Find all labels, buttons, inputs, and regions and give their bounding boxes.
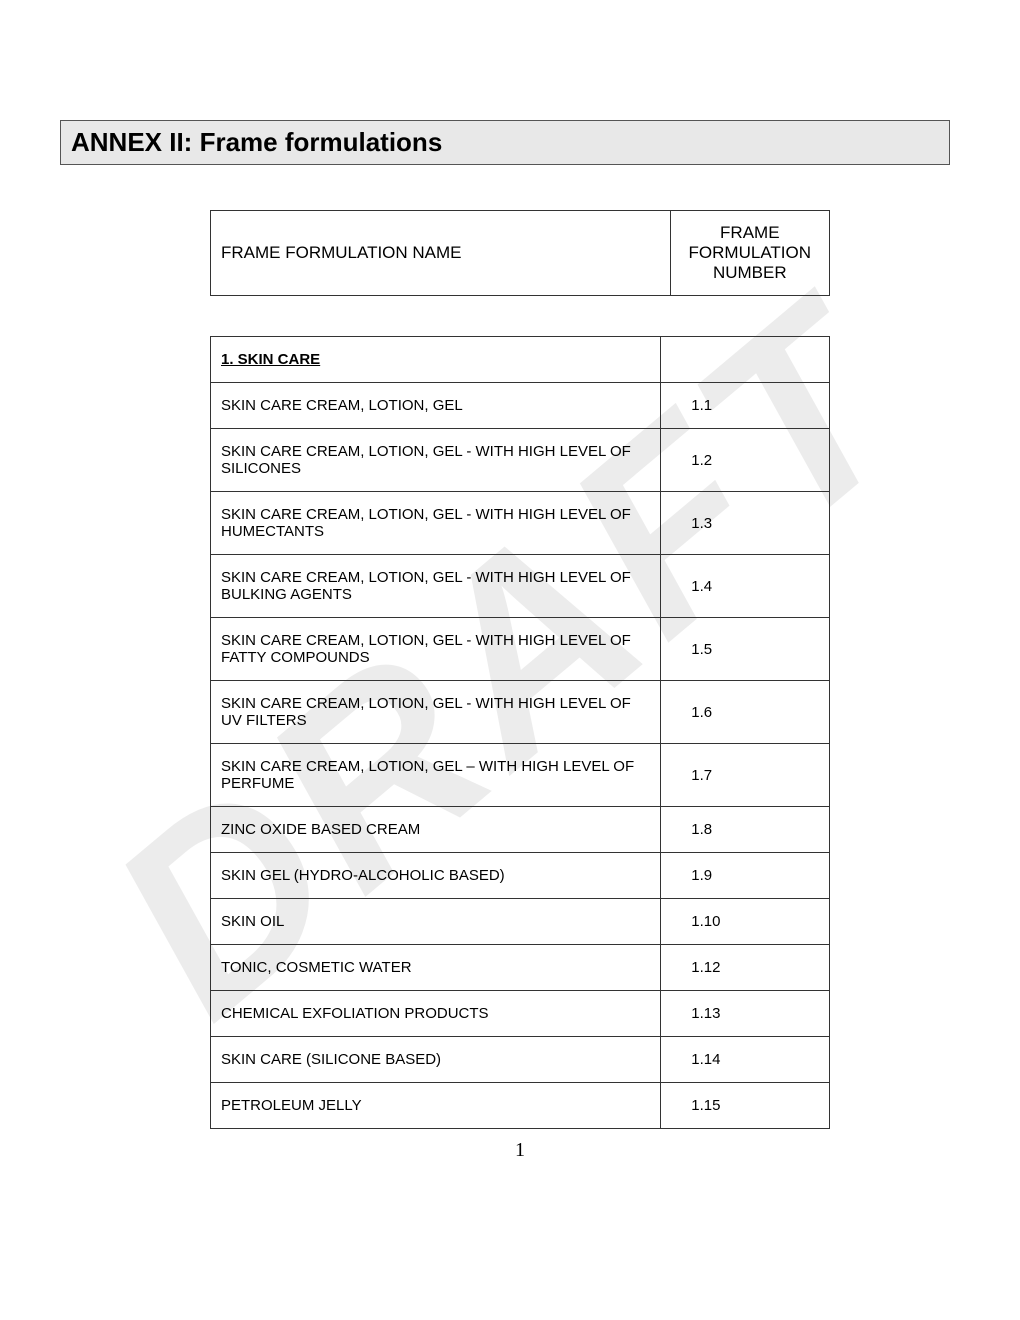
formulation-name: SKIN CARE CREAM, LOTION, GEL - WITH HIGH… (211, 492, 661, 555)
formulation-name: SKIN CARE CREAM, LOTION, GEL - WITH HIGH… (211, 681, 661, 744)
table-row: CHEMICAL EXFOLIATION PRODUCTS1.13 (211, 991, 830, 1037)
formulation-number: 1.3 (661, 492, 830, 555)
table-row: TONIC, COSMETIC WATER1.12 (211, 945, 830, 991)
formulation-number: 1.9 (661, 853, 830, 899)
table-row: SKIN CARE CREAM, LOTION, GEL - WITH HIGH… (211, 681, 830, 744)
formulation-name: CHEMICAL EXFOLIATION PRODUCTS (211, 991, 661, 1037)
header-row: FRAME FORMULATION NAME FRAME FORMULATION… (211, 211, 830, 296)
page-content: ANNEX II: Frame formulations FRAME FORMU… (0, 0, 1020, 1202)
formulation-number: 1.15 (661, 1083, 830, 1129)
formulation-name: PETROLEUM JELLY (211, 1083, 661, 1129)
table-row: SKIN CARE CREAM, LOTION, GEL – WITH HIGH… (211, 744, 830, 807)
header-name-label: FRAME FORMULATION NAME (211, 211, 671, 296)
formulation-number: 1.7 (661, 744, 830, 807)
section-row: 1. SKIN CARE (211, 337, 830, 383)
table-row: SKIN CARE CREAM, LOTION, GEL - WITH HIGH… (211, 492, 830, 555)
formulation-number: 1.1 (661, 383, 830, 429)
formulation-name: SKIN CARE CREAM, LOTION, GEL - WITH HIGH… (211, 555, 661, 618)
table-row: SKIN CARE (SILICONE BASED)1.14 (211, 1037, 830, 1083)
formulation-name: SKIN CARE CREAM, LOTION, GEL - WITH HIGH… (211, 618, 661, 681)
formulation-number: 1.6 (661, 681, 830, 744)
formulation-number: 1.10 (661, 899, 830, 945)
table-row: SKIN CARE CREAM, LOTION, GEL1.1 (211, 383, 830, 429)
formulation-name: SKIN CARE CREAM, LOTION, GEL - WITH HIGH… (211, 429, 661, 492)
header-number-label: FRAME FORMULATION NUMBER (670, 211, 829, 296)
formulation-number: 1.14 (661, 1037, 830, 1083)
formulation-name: SKIN OIL (211, 899, 661, 945)
formulation-number: 1.5 (661, 618, 830, 681)
table-row: SKIN CARE CREAM, LOTION, GEL - WITH HIGH… (211, 555, 830, 618)
formulations-table: 1. SKIN CARE SKIN CARE CREAM, LOTION, GE… (210, 336, 830, 1129)
formulation-number: 1.13 (661, 991, 830, 1037)
table-row: PETROLEUM JELLY1.15 (211, 1083, 830, 1129)
formulation-name: ZINC OXIDE BASED CREAM (211, 807, 661, 853)
formulation-number: 1.4 (661, 555, 830, 618)
table-row: SKIN CARE CREAM, LOTION, GEL - WITH HIGH… (211, 618, 830, 681)
page-title: ANNEX II: Frame formulations (60, 120, 950, 165)
section-title: 1. SKIN CARE (211, 337, 661, 383)
formulation-name: TONIC, COSMETIC WATER (211, 945, 661, 991)
table-row: SKIN GEL (HYDRO-ALCOHOLIC BASED)1.9 (211, 853, 830, 899)
table-row: SKIN OIL1.10 (211, 899, 830, 945)
table-row: SKIN CARE CREAM, LOTION, GEL - WITH HIGH… (211, 429, 830, 492)
formulation-name: SKIN GEL (HYDRO-ALCOHOLIC BASED) (211, 853, 661, 899)
page-number: 1 (60, 1139, 980, 1162)
formulation-number: 1.12 (661, 945, 830, 991)
formulation-name: SKIN CARE (SILICONE BASED) (211, 1037, 661, 1083)
section-num-empty (661, 337, 830, 383)
header-table: FRAME FORMULATION NAME FRAME FORMULATION… (210, 210, 830, 296)
formulation-name: SKIN CARE CREAM, LOTION, GEL – WITH HIGH… (211, 744, 661, 807)
formulation-number: 1.8 (661, 807, 830, 853)
formulation-number: 1.2 (661, 429, 830, 492)
table-row: ZINC OXIDE BASED CREAM1.8 (211, 807, 830, 853)
formulation-name: SKIN CARE CREAM, LOTION, GEL (211, 383, 661, 429)
